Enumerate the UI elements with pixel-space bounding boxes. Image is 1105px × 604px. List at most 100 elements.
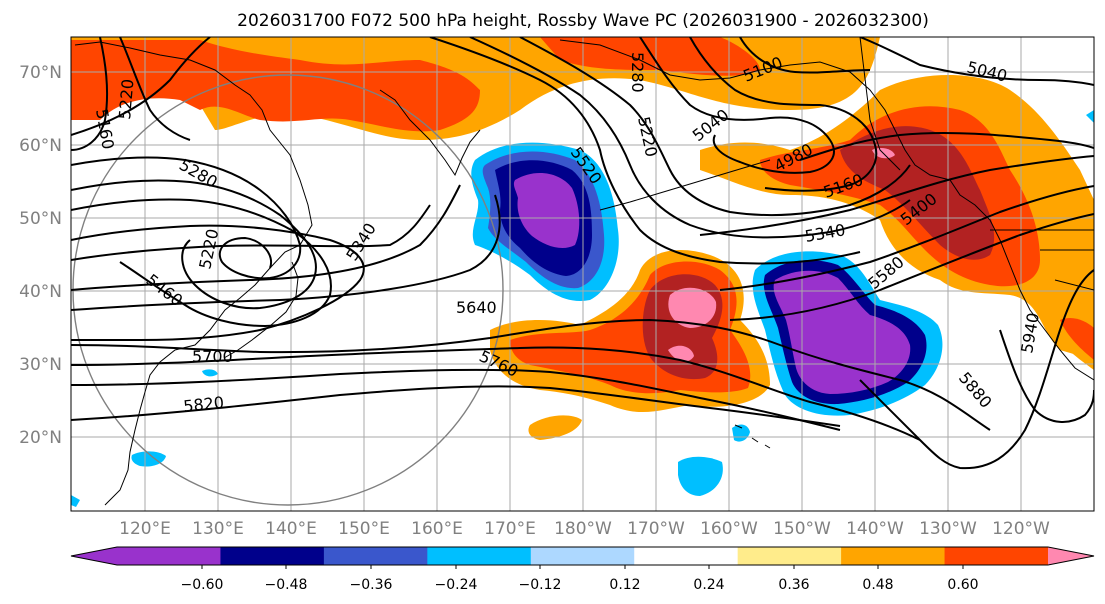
anomaly-central-pink (668, 287, 717, 328)
colorbar-cell (117, 547, 221, 565)
lon-label: 180°W (554, 519, 612, 539)
colorbar-cells (71, 547, 1094, 565)
lon-label: 170°E (484, 519, 536, 539)
colorbar-tick-label: 0.36 (778, 577, 809, 593)
lon-label: 130°W (919, 519, 977, 539)
lon-label: 170°W (627, 519, 685, 539)
contour-line (71, 194, 501, 311)
colorbar-tick-label: 0.24 (693, 577, 724, 593)
anomaly-northeast-darkred (840, 126, 995, 260)
colorbar-cell (220, 547, 325, 565)
lat-label: 30°N (19, 355, 62, 375)
colorbar: −0.60 −0.48 −0.36 −0.24 −0.12 0.12 0.24 … (70, 546, 1095, 593)
contour-label: 5820 (182, 393, 224, 416)
map-frame (70, 36, 1095, 512)
colorbar-tick-label: −0.60 (181, 577, 224, 593)
height-contours (71, 37, 1094, 470)
anomaly-e-purple (773, 270, 911, 394)
coastline-japan (223, 261, 299, 359)
lon-label: 140°W (846, 519, 904, 539)
colorbar-cell (530, 547, 635, 565)
contour-line (71, 204, 431, 261)
longitude-axis: 120°E 130°E 140°E 150°E 160°E 170°E 180°… (119, 519, 1050, 539)
colorbar-cell (323, 547, 428, 565)
contour-line (639, 37, 835, 174)
lon-label: 130°E (192, 519, 244, 539)
lon-label: 150°E (338, 519, 390, 539)
colorbar-cell (634, 547, 739, 565)
anomaly-ne-lightblue (1086, 110, 1094, 123)
lon-label: 120°W (992, 519, 1050, 539)
contour-line (859, 269, 1094, 470)
contour-line (71, 184, 461, 291)
contour-line (71, 37, 109, 151)
anomaly-nw-purple (513, 173, 580, 249)
coastline-alaska (559, 39, 1094, 381)
contour-line (799, 131, 1094, 161)
colorbar-tick-label: 0.60 (947, 577, 978, 593)
lat-label: 40°N (19, 282, 62, 302)
contour-line (699, 155, 1094, 236)
contour-line (119, 37, 191, 141)
contour-label: 5280 (628, 52, 647, 93)
coastline-kamchatka (379, 89, 481, 177)
colorbar-cell (841, 547, 946, 565)
positive-anomaly-shading (71, 37, 1094, 440)
lon-label: 160°W (700, 519, 758, 539)
contour-line (71, 368, 841, 431)
contour-label: 5640 (456, 298, 497, 317)
contour-line (71, 224, 365, 342)
anomaly-arctic-red (71, 40, 480, 132)
border-canada (990, 229, 1094, 291)
anomaly-central-pink-small (668, 345, 694, 362)
colorbar-outline (70, 546, 1095, 566)
border-canada-us (859, 37, 901, 171)
contour-line (71, 179, 317, 310)
lat-label: 50°N (19, 209, 62, 229)
anomaly-se-orange (1040, 298, 1094, 370)
figure-title: 2026031700 F072 500 hPa height, Rossby W… (237, 11, 929, 31)
colorbar-cell (944, 547, 1049, 565)
colorbar-extend-min (71, 547, 117, 565)
coastlines (74, 37, 1094, 506)
colorbar-tick-label: −0.36 (350, 577, 393, 593)
lon-label: 140°E (265, 519, 317, 539)
anomaly-arctic-red-east (540, 37, 760, 76)
contour-line (729, 213, 1094, 321)
lat-label: 60°N (19, 136, 62, 156)
lon-label: 160°E (411, 519, 463, 539)
map-panel: 5160 5220 5280 5220 5460 5700 5820 5340 … (71, 37, 1094, 511)
colorbar-ticks (201, 565, 964, 569)
contour-line (739, 37, 871, 74)
contour-line (469, 37, 911, 239)
contour-line (71, 346, 921, 441)
anomaly-sw-lightblue (71, 495, 80, 507)
negative-anomaly-shading (71, 110, 1094, 507)
contour-label: 5700 (192, 347, 233, 366)
contour-line (71, 198, 332, 328)
anomaly-s-lightblue (678, 456, 723, 496)
colorbar-cell (427, 547, 532, 565)
lat-label: 70°N (19, 63, 62, 83)
contour-line (689, 37, 878, 192)
colorbar-tick-labels: −0.60 −0.48 −0.36 −0.24 −0.12 0.12 0.24 … (181, 577, 979, 593)
contour-line (71, 318, 991, 431)
colorbar-tick-label: −0.48 (265, 577, 308, 593)
contour-line (71, 156, 302, 280)
contour-label: 5220 (115, 78, 137, 120)
colorbar-tick-label: −0.24 (435, 577, 478, 593)
colorbar-extend-max (1048, 547, 1094, 565)
colorbar-tick-label: 0.12 (609, 577, 640, 593)
coastline-hawaii (734, 424, 771, 449)
colorbar-tick-label: −0.12 (519, 577, 562, 593)
lat-label: 20°N (19, 428, 62, 448)
anomaly-w-lightblue (131, 451, 166, 467)
contour-line (999, 329, 1094, 423)
anomaly-small-orange-island (528, 415, 582, 440)
coastline-east-asia (74, 41, 313, 506)
anomaly-se-red (1060, 317, 1094, 360)
latitude-axis: 70°N 60°N 50°N 40°N 30°N 20°N (19, 63, 62, 448)
anomaly-small-lightblue (202, 369, 218, 377)
contour-line (71, 385, 841, 427)
